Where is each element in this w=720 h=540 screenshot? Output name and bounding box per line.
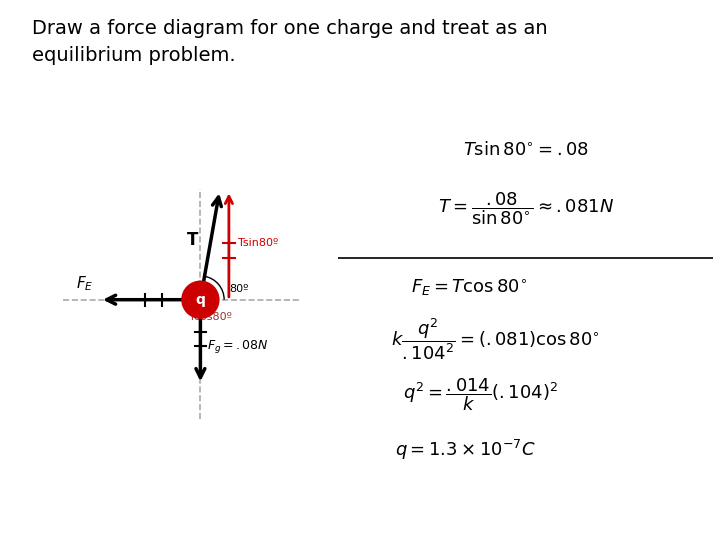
Text: $q^2=\dfrac{.014}{k}(.104)^2$: $q^2=\dfrac{.014}{k}(.104)^2$ — [403, 376, 558, 413]
Text: $T\sin 80^{\circ}=.08$: $T\sin 80^{\circ}=.08$ — [462, 141, 589, 159]
Text: $F_g = .08N$: $F_g = .08N$ — [207, 338, 269, 355]
Text: q: q — [195, 293, 205, 307]
Text: $T=\dfrac{.08}{\sin 80^{\circ}}\approx .081N$: $T=\dfrac{.08}{\sin 80^{\circ}}\approx .… — [438, 191, 613, 227]
Text: T: T — [187, 231, 198, 249]
Text: Tcos80º: Tcos80º — [189, 312, 231, 322]
Text: $F_E=T\cos 80^{\circ}$: $F_E=T\cos 80^{\circ}$ — [411, 278, 528, 298]
Text: $q=1.3\times10^{-7}C$: $q=1.3\times10^{-7}C$ — [395, 437, 536, 462]
Text: 80º: 80º — [230, 284, 249, 294]
Text: Draw a force diagram for one charge and treat as an: Draw a force diagram for one charge and … — [32, 19, 548, 38]
Text: Tsin80º: Tsin80º — [238, 238, 279, 248]
Text: $F_E$: $F_E$ — [76, 274, 94, 293]
Circle shape — [182, 281, 219, 318]
Text: $k\dfrac{q^2}{.104^2}=(.081)\cos 80^{\circ}$: $k\dfrac{q^2}{.104^2}=(.081)\cos 80^{\ci… — [391, 316, 600, 362]
Text: equilibrium problem.: equilibrium problem. — [32, 46, 236, 65]
